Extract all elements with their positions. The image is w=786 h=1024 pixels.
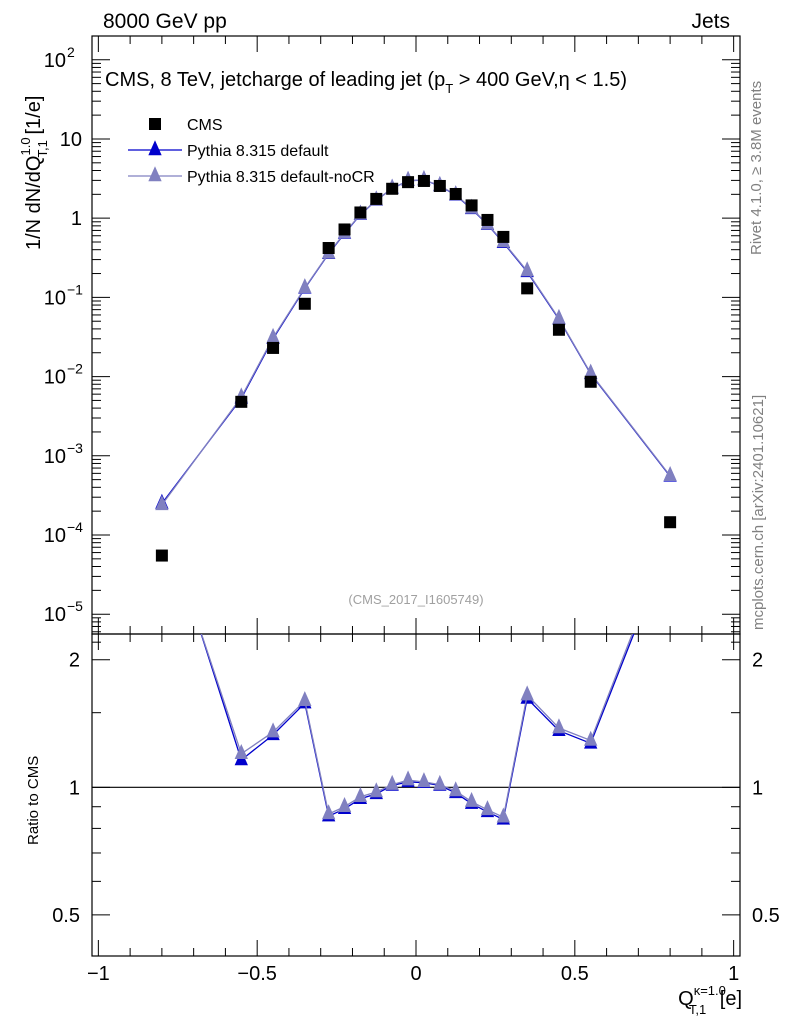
ratio-1-point [433, 774, 447, 790]
series-2-point [552, 308, 566, 324]
ratio-1-point [337, 796, 352, 812]
legend-label-2: Pythia 8.315 default-noCR [187, 169, 375, 186]
legend-marker-cms [149, 118, 161, 130]
mcplots-credit-text: mcplots.cern.ch [arXiv:2401.10621] [750, 395, 767, 630]
legend-marker-1 [148, 140, 162, 156]
y-axis-label-ratio: Ratio to CMS [25, 756, 42, 845]
ratio-1-point [401, 770, 415, 786]
y-tick-exponent: −5 [67, 598, 83, 614]
ratio-1-point [417, 772, 431, 788]
x-tick-label: 1 [728, 963, 739, 985]
chart-title: CMS, 8 TeV, jetcharge of leading jet (pT… [105, 69, 627, 96]
ratio-1-point [480, 800, 495, 816]
ratio-1-point [266, 722, 280, 738]
x-tick-label: −1 [87, 963, 110, 985]
ratio-1-point [552, 718, 566, 734]
legend-label-1: Pythia 8.315 default [187, 143, 329, 160]
y-tick-label: 10 [44, 525, 66, 547]
ratio-1-point [298, 691, 312, 707]
data-point-cms [417, 174, 430, 187]
x-tick-label: −0.5 [237, 963, 276, 985]
data-point-cms [386, 182, 399, 195]
ratio-line-1 [200, 634, 633, 819]
analysis-id: (CMS_2017_I1605749) [348, 592, 483, 607]
y-tick-label: 10 [60, 129, 82, 151]
series-line-1 [161, 179, 671, 504]
data-point-cms [497, 230, 510, 243]
data-point-cms [521, 282, 534, 295]
ratio-1-point [664, 528, 676, 542]
data-point-cms [370, 192, 383, 205]
data-point-cms [322, 242, 335, 255]
data-point-cms [155, 549, 168, 562]
ratio-y-tick-label-right: 0.5 [752, 905, 780, 927]
ratio-y-tick-label: 2 [69, 650, 80, 672]
y-tick-label: 10 [44, 50, 66, 72]
y-tick-label: 10 [44, 287, 66, 309]
series-2-point [520, 261, 534, 277]
ratio-1-point [369, 782, 383, 798]
header-left: 8000 GeV pp [103, 10, 227, 33]
series-2-point [155, 495, 169, 511]
y-tick-label: 1 [71, 208, 82, 230]
data-point-cms [552, 323, 565, 336]
rivet-version-text: Rivet 4.1.0, ≥ 3.8M events [748, 81, 765, 255]
y-axis-label-main: 1/N dN/dQ1.0 T,1 [1/e] [18, 96, 50, 250]
ratio-1-point [520, 685, 534, 701]
data-point-cms [298, 297, 311, 310]
data-point-cms [584, 375, 597, 388]
data-point-cms [267, 341, 280, 354]
ratio-y-tick-label: 1 [69, 777, 80, 799]
ratio-frame [91, 633, 741, 957]
ratio-1-point [353, 787, 368, 803]
legend-label-0: CMS [187, 117, 223, 134]
header-right: Jets [691, 10, 730, 33]
ratio-1-point [584, 730, 598, 746]
x-axis-label: Qκ=1.0 T,1 [e] [678, 983, 742, 1017]
y-tick-label: 10 [44, 446, 66, 468]
series-2-point [663, 465, 677, 481]
ratio-1-point [234, 744, 248, 760]
series-2-point [298, 278, 312, 294]
ratio-1-point [385, 774, 399, 790]
data-point-cms [354, 206, 367, 219]
data-point-cms [449, 187, 462, 200]
legend-marker-2 [148, 166, 162, 182]
data-point-cms [481, 213, 494, 226]
data-point-cms [338, 223, 351, 236]
y-tick-exponent: −1 [67, 281, 83, 297]
ratio-1-point [496, 807, 511, 823]
y-tick-exponent: −2 [67, 361, 83, 377]
ratio-y-tick-label-right: 2 [752, 650, 763, 672]
y-tick-exponent: 2 [67, 44, 75, 60]
x-tick-label: 0 [410, 963, 421, 985]
y-tick-label: 10 [44, 367, 66, 389]
ratio-y-tick-label-right: 1 [752, 777, 763, 799]
x-tick-label: 0.5 [561, 963, 589, 985]
ratio-line-0 [200, 634, 635, 821]
ratio-0-point [664, 533, 676, 547]
data-point-cms [235, 395, 248, 408]
ratio-y-tick-label: 0.5 [52, 905, 80, 927]
y-tick-exponent: −4 [67, 519, 83, 535]
ratio-1-point [449, 781, 463, 797]
ratio-1-point [321, 804, 336, 820]
series-line-2 [161, 179, 671, 506]
data-point-cms [465, 199, 478, 212]
data-point-cms [402, 176, 415, 189]
y-tick-label: 10 [44, 604, 66, 626]
ratio-1-point [464, 791, 479, 807]
y-tick-exponent: −3 [67, 440, 83, 456]
data-point-cms [664, 516, 677, 529]
data-point-cms [433, 179, 446, 192]
